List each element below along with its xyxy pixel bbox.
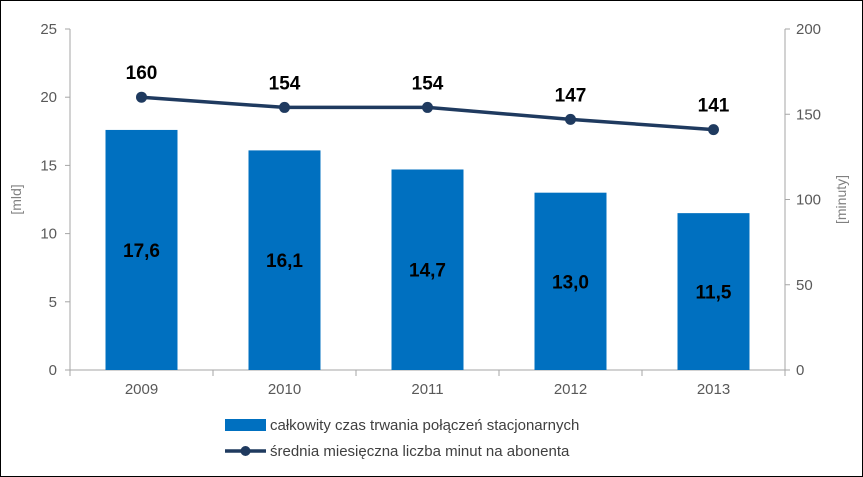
line-data-label: 154 xyxy=(269,73,301,94)
right-tick-label: 200 xyxy=(796,21,821,38)
line-point xyxy=(422,101,433,113)
x-tick-label: 2009 xyxy=(125,381,158,398)
line-data-label: 141 xyxy=(698,96,730,117)
bar-data-label: 16,1 xyxy=(266,251,303,272)
bar-data-label: 17,6 xyxy=(123,241,160,262)
left-axis-title: [mld] xyxy=(8,184,24,214)
right-axis-title: [minuty] xyxy=(833,175,849,224)
left-tick-label: 0 xyxy=(49,362,57,379)
left-tick-label: 5 xyxy=(49,294,57,311)
legend-bar-swatch xyxy=(225,419,266,431)
legend-line-marker xyxy=(240,446,251,456)
bar-data-label: 14,7 xyxy=(409,261,446,282)
legend-bar-label: całkowity czas trwania połączeń stacjona… xyxy=(270,417,579,434)
bar xyxy=(677,213,750,370)
bar xyxy=(534,192,607,370)
bar-data-label: 13,0 xyxy=(552,272,589,293)
line-data-label: 154 xyxy=(412,73,444,94)
line-point xyxy=(708,124,719,136)
right-tick-label: 150 xyxy=(796,106,821,123)
right-tick-label: 100 xyxy=(796,192,821,209)
line-point xyxy=(136,91,147,103)
bar xyxy=(105,129,178,370)
right-tick-label: 0 xyxy=(796,362,804,379)
left-tick-label: 15 xyxy=(40,157,57,174)
line-data-label: 160 xyxy=(126,63,158,84)
line-point xyxy=(279,101,290,113)
bar xyxy=(391,169,464,370)
x-tick-label: 2013 xyxy=(697,381,730,398)
left-tick-label: 10 xyxy=(40,226,57,243)
legend-line-label: średnia miesięczna liczba minut na abone… xyxy=(270,443,570,460)
right-tick-label: 50 xyxy=(796,277,813,294)
x-tick-label: 2010 xyxy=(268,381,301,398)
line-data-label: 147 xyxy=(555,85,587,106)
x-tick-label: 2011 xyxy=(411,381,443,398)
bar-data-label: 11,5 xyxy=(696,283,732,304)
line-point xyxy=(565,113,576,125)
left-tick-label: 25 xyxy=(40,21,57,38)
left-tick-label: 20 xyxy=(40,89,57,106)
x-tick-label: 2012 xyxy=(554,381,587,398)
bar xyxy=(248,150,321,370)
